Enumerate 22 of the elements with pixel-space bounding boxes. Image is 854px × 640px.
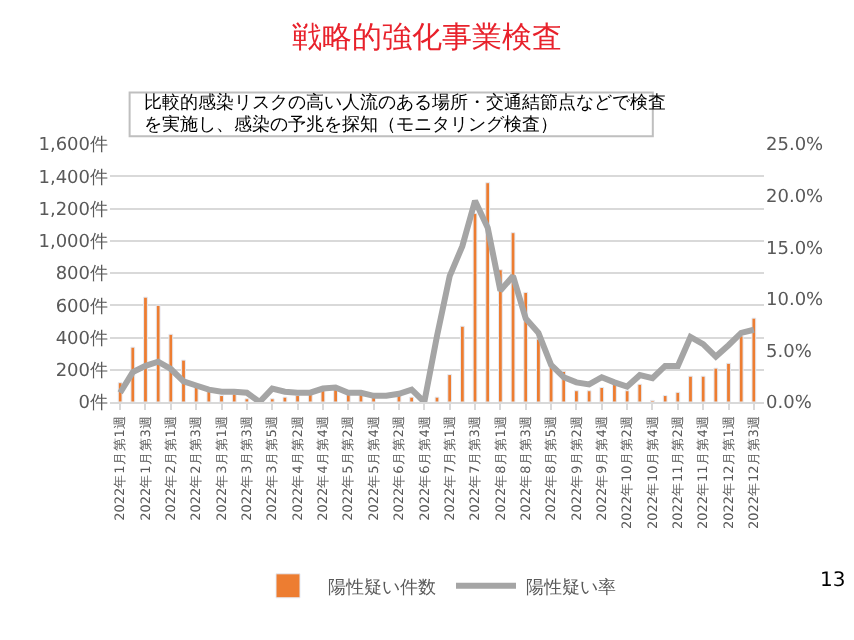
y-tick-label: 1,200件 [38, 198, 108, 221]
y-tick-label: 400件 [55, 327, 108, 350]
legend-label: 陽性疑い率 [526, 576, 616, 599]
y-tick-label: 800件 [55, 263, 108, 286]
y-tick-label: 0件 [78, 392, 108, 415]
y2-tick-label: 15.0% [766, 239, 825, 260]
text: 比較的感染リスクの高い人流のある場所・交通結節点などで検査 [144, 92, 666, 114]
line-series [117, 197, 757, 402]
y-tick-label: 1,600件 [38, 134, 108, 157]
text: を実施し、感染の予兆を探知（モニタリング検査） [144, 114, 558, 136]
y2-tick-label: 20.0% [766, 187, 825, 208]
y-tick-label: 1,000件 [38, 231, 108, 254]
y-tick-label: 600件 [55, 295, 108, 318]
y2-tick-label: 5.0% [766, 342, 813, 363]
chart-title: 戦略的強化事業検査 [292, 18, 562, 55]
y2-tick-label: 0.0% [766, 394, 813, 415]
legend-label: 陽性疑い件数 [328, 576, 436, 599]
text: 13 [820, 570, 846, 592]
y2-tick-label: 25.0% [766, 136, 825, 157]
y-tick-label: 200件 [55, 360, 108, 383]
y-tick-label: 1,400件 [38, 166, 108, 189]
y2-tick-label: 10.0% [766, 291, 825, 312]
